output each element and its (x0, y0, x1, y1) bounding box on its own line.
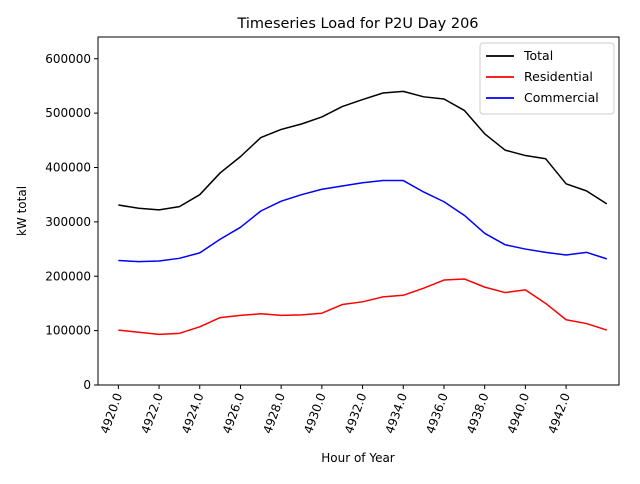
legend-label-commercial: Commercial (524, 90, 599, 105)
axes-layer: 0 100000 200000 300000 400000 500000 600000 492… (45, 36, 620, 435)
legend-label-residential: Residential (524, 69, 593, 84)
x-tick-label: 4932.0 (342, 391, 370, 435)
y-tick-label: 200000 (45, 269, 91, 283)
x-tick-label: 4922.0 (138, 391, 166, 435)
x-tick-label: 4938.0 (464, 391, 492, 435)
x-tick-label: 4926.0 (220, 391, 248, 435)
legend-box (479, 42, 615, 115)
y-tick-label: 600000 (45, 52, 91, 66)
series-line-total (118, 90, 608, 211)
plot-frame (97, 36, 620, 386)
y-tick-label: 500000 (45, 106, 91, 120)
x-tick-label: 4920.0 (98, 391, 126, 435)
series-layer (118, 90, 608, 336)
series-line-commercial (118, 179, 608, 263)
series-line-residential (118, 278, 608, 336)
y-axis-label: kW total (15, 186, 29, 236)
y-tick-label: 0 (83, 378, 91, 392)
y-tick-label: 400000 (45, 161, 91, 175)
x-tick-label: 4942.0 (545, 391, 573, 435)
x-tick-label: 4924.0 (179, 391, 207, 435)
y-tick-label: 100000 (45, 324, 91, 338)
x-tick-label: 4936.0 (423, 391, 451, 435)
chart-title: Timeseries Load for P2U Day 206 (236, 16, 478, 32)
legend-label-total: Total (523, 48, 553, 63)
x-axis-label: Hour of Year (321, 451, 395, 465)
x-tick-label: 4928.0 (260, 391, 288, 435)
y-tick-label: 300000 (45, 215, 91, 229)
x-tick-label: 4940.0 (505, 391, 533, 435)
x-tick-label: 4930.0 (301, 391, 329, 435)
x-tick-label: 4934.0 (383, 391, 411, 435)
legend: Total Residential Commercial (479, 42, 615, 115)
